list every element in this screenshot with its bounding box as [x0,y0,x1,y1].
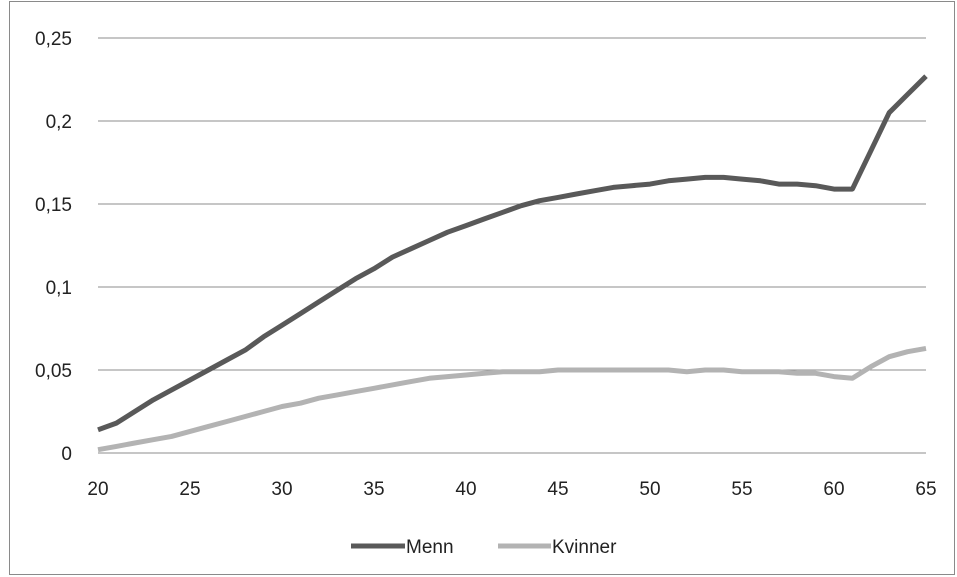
legend: Menn Kvinner [351,537,617,558]
gridlines [98,37,926,454]
x-tick-label: 55 [731,479,752,500]
x-tick-label: 20 [87,479,108,500]
x-tick-label: 60 [823,479,844,500]
legend-label-kvinner: Kvinner [552,537,617,558]
series-line-menn [97,74,928,433]
y-axis-ticks: 0 0,05 0,1 0,15 0,2 0,25 [35,29,72,465]
chart-frame [9,1,955,575]
y-tick-label: 0,1 [46,278,72,299]
y-tick-label: 0,05 [35,361,72,382]
x-tick-label: 35 [363,479,384,500]
x-axis-ticks: 20 25 30 35 40 45 50 55 60 65 [87,479,936,500]
x-tick-label: 65 [915,479,936,500]
x-tick-label: 30 [271,479,292,500]
series-line-kvinner [97,345,927,453]
x-tick-label: 45 [547,479,568,500]
y-tick-label: 0 [61,444,72,465]
series-lines [97,74,928,453]
y-tick-label: 0,25 [35,29,72,50]
y-tick-label: 0,2 [46,112,72,133]
legend-label-menn: Menn [406,537,454,558]
x-tick-label: 40 [455,479,476,500]
y-tick-label: 0,15 [35,195,72,216]
x-tick-label: 50 [639,479,660,500]
x-tick-label: 25 [179,479,200,500]
